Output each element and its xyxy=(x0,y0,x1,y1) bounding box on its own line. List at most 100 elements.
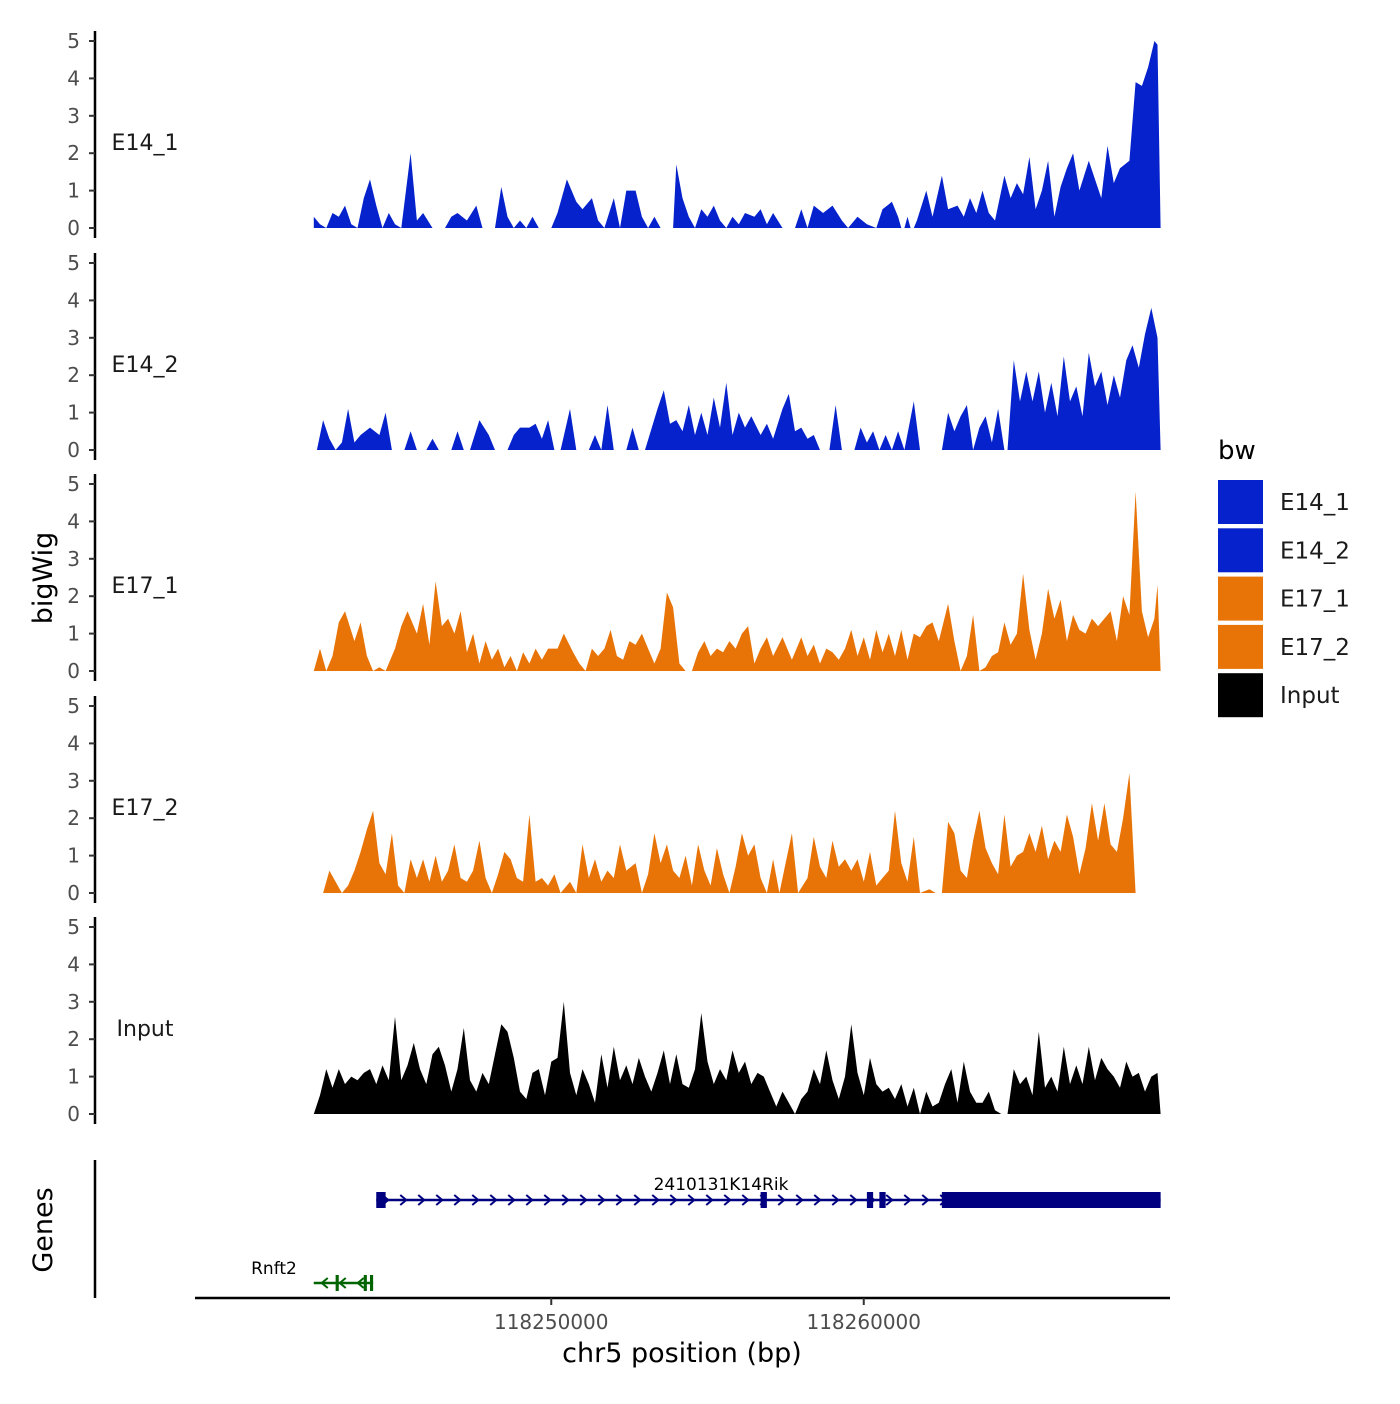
strand-chevron xyxy=(795,1194,804,1206)
y-tick-label: 3 xyxy=(67,769,80,793)
legend-swatch xyxy=(1218,673,1263,718)
y-tick-label: 1 xyxy=(67,1065,80,1089)
gene-label: Rnft2 xyxy=(251,1259,297,1279)
y-tick-label: 0 xyxy=(67,881,80,905)
legend-label: E17_1 xyxy=(1280,587,1350,613)
track-e17-1: 0 1 2 3 4 5 E17_1 xyxy=(67,472,1161,683)
y-tick-label: 4 xyxy=(67,509,80,533)
legend-title: bw xyxy=(1218,436,1256,466)
legend-label: E17_2 xyxy=(1280,635,1350,661)
signal-area xyxy=(313,491,1161,671)
strand-chevron xyxy=(543,1194,552,1206)
legend-swatch xyxy=(1218,528,1263,573)
legend-item: E17_1 xyxy=(1218,576,1350,621)
gene-exon xyxy=(376,1192,386,1208)
y-axis-title: bigWig xyxy=(28,532,59,625)
gene-rnft2: Rnft2 xyxy=(251,1259,374,1291)
y-tick-label: 1 xyxy=(67,844,80,868)
signal-area xyxy=(313,1001,1161,1114)
strand-chevron xyxy=(453,1194,462,1206)
y-tick-label: 1 xyxy=(67,401,80,425)
strand-chevron xyxy=(435,1194,444,1206)
track-label: E14_2 xyxy=(112,353,179,378)
y-tick-label: 4 xyxy=(67,952,80,976)
strand-chevron xyxy=(561,1194,570,1206)
legend-label: E14_2 xyxy=(1280,538,1350,564)
x-axis-title: chr5 position (bp) xyxy=(562,1338,802,1369)
track-label: E17_1 xyxy=(112,574,179,599)
track-e17-2: 0 1 2 3 4 5 E17_2 xyxy=(67,694,1136,905)
legend-swatch xyxy=(1218,576,1263,621)
legend-swatch xyxy=(1218,480,1263,524)
tracks-layer: 0 1 2 3 4 5 E14_1 0 1 2 3 4 5 E14_2 0 1 2 3 4 5 E17_1 0 1 2 3 4 5 E… xyxy=(67,29,1161,1126)
strand-chevron xyxy=(579,1194,588,1206)
track-label: E14_1 xyxy=(112,131,179,156)
legend-item: Input xyxy=(1218,673,1340,718)
y-tick-label: 4 xyxy=(67,66,80,90)
strand-chevron xyxy=(669,1194,678,1206)
y-tick-label: 3 xyxy=(67,326,80,350)
strand-chevron xyxy=(471,1194,480,1206)
gene-2410131k14rik: 2410131K14Rik xyxy=(376,1175,1161,1208)
strand-chevron xyxy=(705,1194,714,1206)
y-tick-label: 5 xyxy=(67,694,80,718)
track-label: Input xyxy=(117,1017,174,1042)
strand-chevron xyxy=(849,1194,858,1206)
gene-label: 2410131K14Rik xyxy=(654,1175,789,1195)
y-tick-label: 2 xyxy=(67,1027,80,1051)
gene-exon xyxy=(866,1192,874,1208)
track-e14-1: 0 1 2 3 4 5 E14_1 xyxy=(67,29,1161,240)
x-tick-label: 118250000 xyxy=(494,1310,609,1334)
y-tick-label: 5 xyxy=(67,472,80,496)
signal-area xyxy=(316,307,1161,450)
strand-chevron xyxy=(651,1194,660,1206)
strand-chevron xyxy=(615,1194,624,1206)
strand-chevron xyxy=(921,1194,930,1206)
strand-chevron xyxy=(417,1194,426,1206)
strand-chevron xyxy=(399,1194,408,1206)
strand-chevron xyxy=(885,1194,894,1206)
gene-exon xyxy=(760,1192,767,1208)
legend-item: E17_2 xyxy=(1218,624,1350,669)
y-tick-label: 4 xyxy=(67,288,80,312)
track-input: 0 1 2 3 4 5 Input xyxy=(67,915,1161,1126)
legend-label: E14_1 xyxy=(1280,490,1350,516)
y-tick-label: 0 xyxy=(67,1102,80,1126)
strand-chevron xyxy=(525,1194,534,1206)
y-tick-label: 5 xyxy=(67,915,80,939)
strand-chevron xyxy=(633,1194,642,1206)
strand-chevron xyxy=(356,1277,365,1289)
genes-layer: Genes 2410131K14Rik Rnft2 xyxy=(28,1160,1161,1298)
gene-exon xyxy=(335,1275,339,1291)
gene-exon xyxy=(370,1275,374,1291)
strand-chevron xyxy=(597,1194,606,1206)
y-tick-label: 0 xyxy=(67,659,80,683)
strand-chevron xyxy=(320,1277,329,1289)
y-tick-label: 0 xyxy=(67,438,80,462)
strand-chevron xyxy=(777,1194,786,1206)
y-tick-label: 5 xyxy=(67,251,80,275)
y-tick-label: 3 xyxy=(67,990,80,1014)
y-tick-label: 0 xyxy=(67,216,80,240)
gene-exon xyxy=(363,1275,367,1291)
legend: bw E14_1 E14_2 E17_1 E17_2 Input xyxy=(1218,436,1350,718)
y-tick-label: 2 xyxy=(67,584,80,608)
legend-item: E14_2 xyxy=(1218,528,1350,573)
strand-chevron xyxy=(489,1194,498,1206)
strand-chevron xyxy=(831,1194,840,1206)
strand-chevron xyxy=(903,1194,912,1206)
legend-swatch xyxy=(1218,624,1263,669)
track-label: E17_2 xyxy=(112,796,179,821)
legend-item: E14_1 xyxy=(1218,480,1350,524)
y-tick-label: 5 xyxy=(67,29,80,53)
y-tick-label: 2 xyxy=(67,806,80,830)
y-tick-label: 2 xyxy=(67,141,80,165)
gene-exon xyxy=(879,1192,886,1208)
y-tick-label: 1 xyxy=(67,622,80,646)
track-e14-2: 0 1 2 3 4 5 E14_2 xyxy=(67,251,1161,462)
y-tick-label: 3 xyxy=(67,104,80,128)
signal-area xyxy=(313,41,1161,228)
strand-chevron xyxy=(338,1277,347,1289)
